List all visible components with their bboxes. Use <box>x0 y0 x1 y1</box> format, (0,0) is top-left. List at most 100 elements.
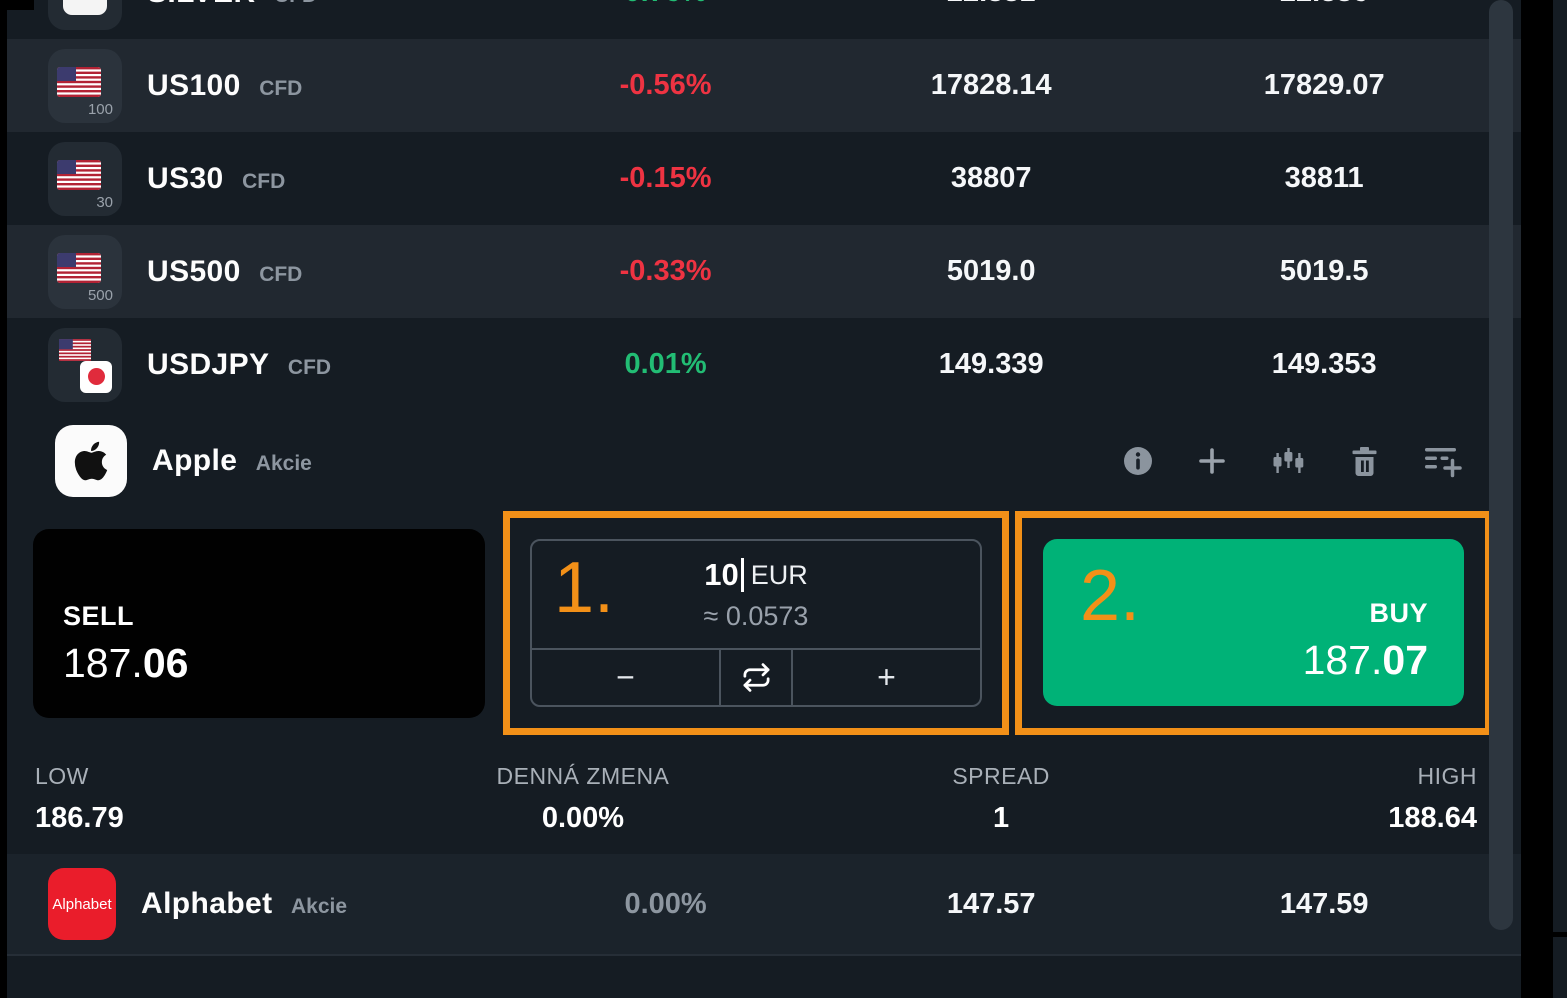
annotation-step-2-number: 2. <box>1080 556 1141 636</box>
buy-price[interactable]: 147.59 <box>1279 887 1369 920</box>
instrument-row-us100[interactable]: 100 US100 CFD -0.56% 17828.14 17829.07 <box>7 39 1521 132</box>
buy-price[interactable]: 17829.07 <box>1263 69 1385 101</box>
change-percent: 0.76% <box>510 0 821 9</box>
us-flag-graphic <box>57 252 101 283</box>
us-flag-icon: 500 <box>48 234 122 309</box>
sell-button[interactable]: SELL 187.06 <box>33 529 485 718</box>
index-badge: 30 <box>96 193 113 211</box>
stat-spread: SPREAD 1 <box>952 763 1050 834</box>
instrument-type: CFD <box>274 0 317 7</box>
us-japan-flags-icon <box>48 327 122 402</box>
quantity-value[interactable]: 10 <box>704 557 739 592</box>
index-badge: 500 <box>87 286 113 304</box>
row-divider <box>7 954 1521 956</box>
sell-price[interactable]: 5019.0 <box>946 255 1036 287</box>
instrument-stats: LOW 186.79 DENNÁ ZMENA 0.00% SPREAD 1 HI… <box>7 739 1521 854</box>
instrument-row-silver[interactable]: SILVER CFD 0.76% 22.881 22.886 <box>7 0 1521 39</box>
instrument-type: CFD <box>287 355 332 379</box>
watchlist-panel: SILVER CFD 0.76% 22.881 22.886 <box>7 0 1521 998</box>
silver-bar-icon <box>48 0 122 30</box>
instrument-row-us500[interactable]: 500 US500 CFD -0.33% 5019.0 5019.5 <box>7 225 1521 318</box>
stat-low: LOW 186.79 <box>35 763 124 834</box>
buy-button[interactable]: BUY 187.07 <box>1043 539 1464 706</box>
add-to-list-icon <box>1425 448 1462 478</box>
buy-price[interactable]: 22.886 <box>1161 0 1487 9</box>
sell-price-value: 187.06 <box>63 639 189 686</box>
instrument-name: US500 <box>147 254 241 288</box>
selected-name: Apple <box>152 444 238 477</box>
add-position-button[interactable] <box>1194 443 1230 479</box>
us-flag-icon: 30 <box>48 141 122 216</box>
instrument-name: US100 <box>147 68 241 102</box>
stat-high: HIGH 188.64 <box>1388 763 1477 834</box>
instrument-row-alphabet[interactable]: Alphabet Alphabet Akcie 0.00% 147.57 147… <box>7 854 1521 954</box>
quantity-input-group: 10 EUR ≈ 0.0573 − + <box>530 539 982 707</box>
instrument-type: CFD <box>259 262 303 286</box>
buy-price[interactable]: 5019.5 <box>1279 255 1369 287</box>
sell-price[interactable]: 22.881 <box>821 0 1161 9</box>
quantity-currency: EUR <box>750 559 808 590</box>
change-percent: -0.56% <box>619 69 712 101</box>
us-flag-icon: 100 <box>48 48 122 123</box>
swap-units-button[interactable] <box>719 650 793 705</box>
trash-icon <box>1352 446 1377 476</box>
instrument-type: CFD <box>242 169 286 193</box>
japan-flag-graphic <box>80 360 112 393</box>
quantity-field[interactable]: 10 EUR ≈ 0.0573 <box>532 541 980 648</box>
window-corner <box>0 0 34 10</box>
panel-edge-divider <box>1553 932 1567 937</box>
instrument-name: USDJPY <box>147 347 270 381</box>
instrument-row-us30[interactable]: 30 US30 CFD -0.15% 38807 38811 <box>7 132 1521 225</box>
sell-price[interactable]: 17828.14 <box>930 69 1052 101</box>
delete-button[interactable] <box>1347 443 1382 480</box>
change-percent: -0.15% <box>619 162 712 194</box>
swap-convert-icon <box>743 663 769 692</box>
decrease-quantity-button[interactable]: − <box>532 650 719 705</box>
buy-label: BUY <box>1369 597 1428 628</box>
plus-icon <box>1199 448 1225 474</box>
change-percent: -0.33% <box>619 255 712 287</box>
open-chart-button[interactable] <box>1268 443 1309 479</box>
buy-price-value: 187.07 <box>1302 636 1428 683</box>
sell-label: SELL <box>63 600 135 631</box>
us-flag-graphic <box>59 338 91 361</box>
instrument-row-usdjpy[interactable]: USDJPY CFD 0.01% 149.339 149.353 <box>7 318 1521 411</box>
index-badge: 100 <box>87 100 113 118</box>
candlestick-chart-icon <box>1273 448 1304 473</box>
instrument-type: CFD <box>259 76 303 100</box>
buy-price[interactable]: 38811 <box>1284 162 1364 194</box>
instrument-toolbar <box>1120 442 1464 480</box>
trade-controls: SELL 187.06 1. 10 EUR ≈ 0.0573 − <box>7 511 1521 739</box>
apple-logo-icon <box>55 425 127 497</box>
change-percent: 0.01% <box>624 348 707 380</box>
annotation-step-1-frame: 1. 10 EUR ≈ 0.0573 − <box>503 511 1009 735</box>
quantity-stepper: − + <box>532 648 980 705</box>
us-flag-graphic <box>57 159 101 190</box>
add-to-watchlist-button[interactable] <box>1420 442 1464 480</box>
change-percent: 0.00% <box>624 887 707 920</box>
selected-instrument-header[interactable]: Apple Akcie <box>7 411 1521 511</box>
annotation-step-2-frame: 2. BUY 187.07 <box>1015 511 1492 735</box>
increase-quantity-button[interactable]: + <box>793 650 980 705</box>
sell-price[interactable]: 149.339 <box>938 348 1044 380</box>
instrument-name: US30 <box>147 161 224 195</box>
vertical-scrollbar[interactable] <box>1489 0 1513 930</box>
info-button[interactable] <box>1120 443 1156 479</box>
selected-type: Akcie <box>255 452 312 475</box>
sell-price[interactable]: 38807 <box>950 162 1032 194</box>
instrument-name: Alphabet <box>141 887 273 920</box>
stat-daily-change: DENNÁ ZMENA 0.00% <box>496 763 670 834</box>
sell-price[interactable]: 147.57 <box>946 887 1036 920</box>
adjacent-panel-edge <box>1553 0 1567 998</box>
instrument-type: Akcie <box>291 895 348 918</box>
text-cursor <box>740 558 744 592</box>
us-flag-graphic <box>57 66 101 97</box>
buy-price[interactable]: 149.353 <box>1271 348 1377 380</box>
annotation-step-1-number: 1. <box>554 548 615 628</box>
window-gap <box>1521 0 1553 998</box>
quantity-approx-shares: ≈ 0.0573 <box>703 601 809 631</box>
info-icon <box>1124 447 1152 475</box>
instrument-name: SILVER <box>147 0 256 9</box>
alphabet-logo-icon: Alphabet <box>48 868 116 940</box>
